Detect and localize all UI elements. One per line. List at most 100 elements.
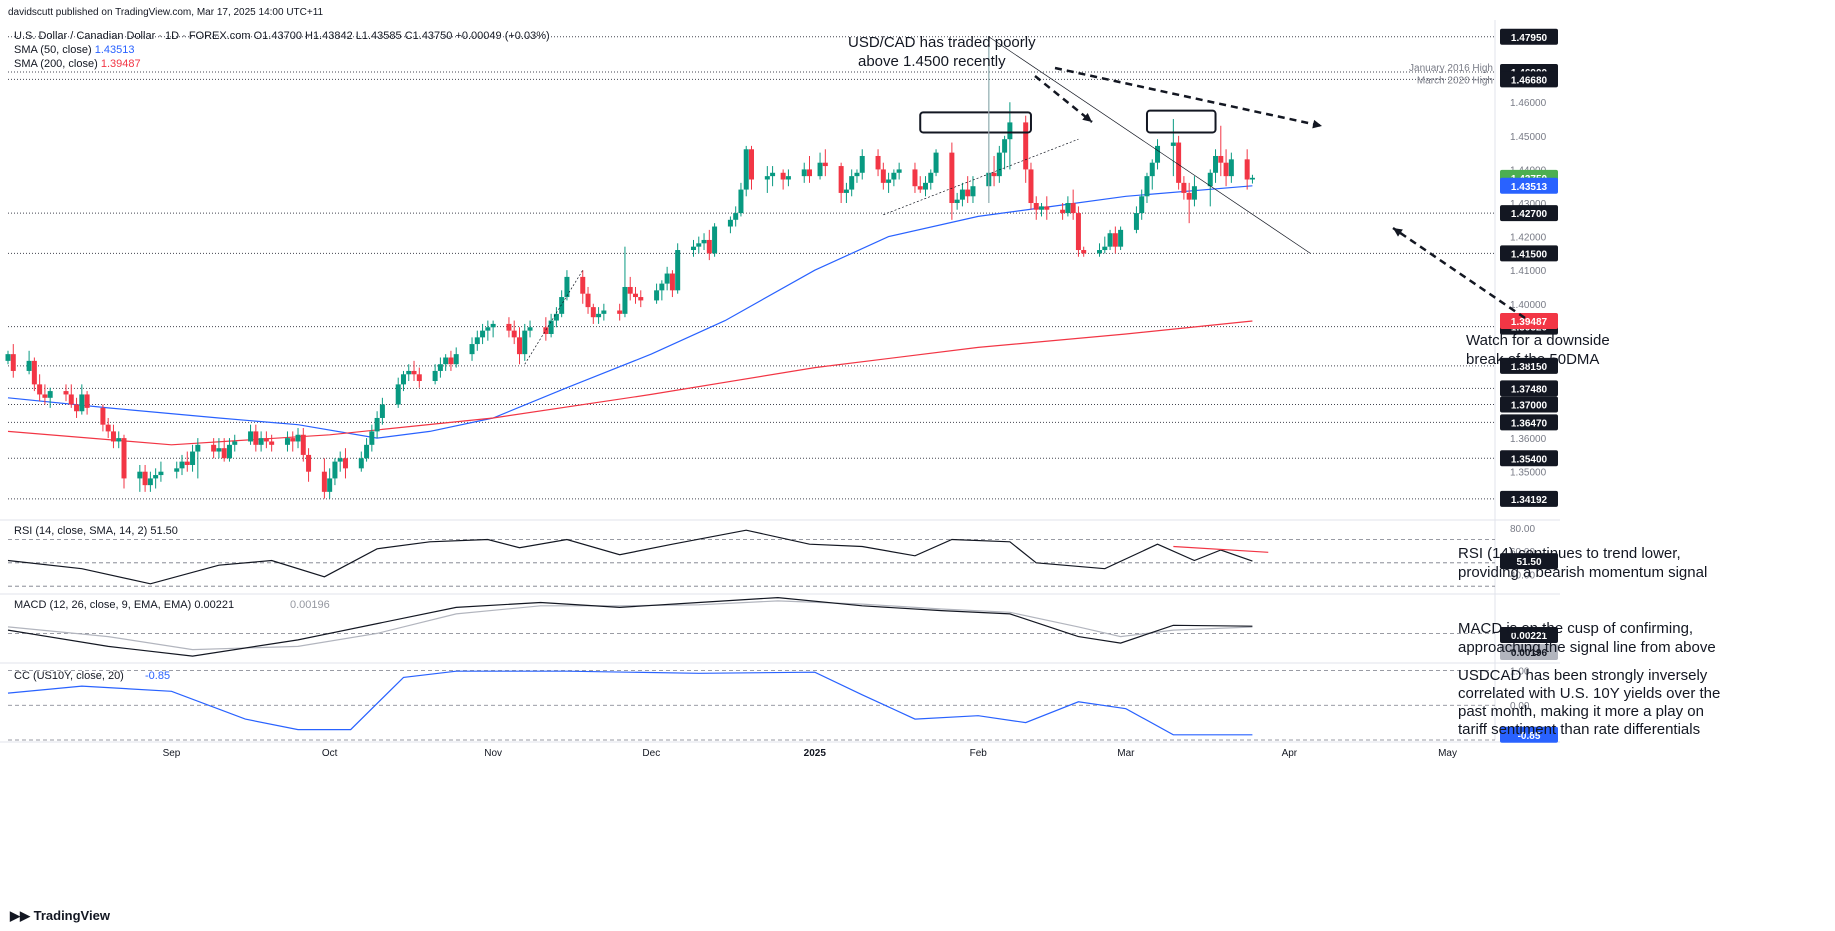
candle-body — [1075, 213, 1081, 251]
candle-body — [321, 471, 327, 492]
tradingview-logo: ▶▶ TradingView — [10, 908, 110, 924]
candle-body — [690, 246, 696, 251]
candle-body — [822, 162, 828, 167]
candle-body — [849, 176, 855, 190]
candle-body — [258, 438, 264, 445]
level-badge — [1500, 380, 1558, 397]
candle-body — [928, 172, 934, 183]
level-badge-label: 1.46680 — [1511, 75, 1548, 86]
candle-body — [1149, 162, 1155, 177]
level-badge — [1500, 28, 1558, 45]
candle-body — [564, 276, 570, 298]
candle-body — [226, 444, 232, 459]
uptrend-line-nov — [524, 269, 584, 365]
cc-legend-value: -0.85 — [145, 670, 170, 682]
downtrend-line — [988, 36, 1311, 254]
candle-body — [553, 313, 559, 321]
tradingview-brand: TradingView — [33, 908, 110, 923]
level-name-label: January 2016 High — [1409, 63, 1493, 74]
candle-body — [617, 310, 623, 314]
level-badge — [1500, 414, 1558, 431]
candle-body — [727, 219, 733, 227]
annotation-arrow-feb-head — [1082, 112, 1092, 122]
candle-body — [923, 182, 929, 190]
x-axis-tick-label: Apr — [1282, 748, 1298, 759]
candle-body — [253, 431, 259, 445]
candle-body — [1070, 203, 1076, 214]
annotation-arrow-mar — [1054, 66, 1323, 128]
candle-body — [443, 357, 449, 365]
macd-signal-badge-label: 0.00196 — [1511, 648, 1548, 659]
price-tick-label: 1.35000 — [1510, 468, 1547, 479]
rsi-annotation: RSI (14) continues to trend lower, — [1458, 545, 1681, 562]
candle-body — [627, 286, 633, 294]
candle-body — [358, 458, 364, 469]
candle-body — [79, 394, 85, 412]
candle-body — [406, 370, 412, 375]
candle-body — [596, 313, 602, 318]
candle-body — [749, 149, 754, 180]
candle-body — [63, 391, 69, 395]
candle-body — [342, 458, 348, 469]
candle-body — [807, 169, 813, 177]
candle-body — [1139, 196, 1145, 214]
candle-body — [480, 330, 486, 338]
candle-body — [875, 155, 881, 170]
level-badge — [1500, 450, 1558, 467]
candle-body — [664, 273, 670, 284]
candle-body — [216, 448, 222, 452]
candle-body — [780, 172, 786, 180]
price-badge-label: 1.39487 — [1511, 317, 1548, 328]
macd-value-badge — [1500, 627, 1558, 643]
annotation-arrow-50dma — [1392, 226, 1526, 320]
rsi-tick-label: 80.00 — [1510, 524, 1535, 535]
candle-body — [1181, 182, 1187, 193]
candle-body — [37, 384, 43, 395]
level-badge-label: 1.36470 — [1511, 418, 1548, 429]
rsi-tick-label: 60.00 — [1510, 547, 1535, 558]
rsi-value-badge — [1500, 553, 1558, 570]
annotation-arrow-mar-head — [1312, 119, 1322, 129]
candle-body — [474, 337, 480, 345]
candle-body — [548, 320, 554, 334]
candle-body — [337, 458, 343, 462]
candle-body — [469, 344, 475, 355]
candle-body — [306, 454, 312, 472]
candle-body — [1039, 206, 1045, 210]
candle-body — [1033, 203, 1039, 210]
candle-body — [10, 354, 16, 371]
candle-body — [263, 438, 269, 442]
candle-body — [74, 404, 80, 412]
candle-body — [1249, 177, 1255, 180]
level-badge — [1500, 71, 1558, 88]
rsi-line — [7, 529, 1253, 585]
price-badge-label: 1.43513 — [1511, 182, 1548, 193]
sma50-legend: SMA (50, close) 1.43513 — [14, 44, 134, 56]
cc-annotation-line: USDCAD has been strongly inversely — [1458, 667, 1708, 684]
candle-body — [1223, 162, 1229, 177]
candle-body — [400, 374, 406, 385]
sma200-label: SMA (200, close) — [14, 58, 98, 70]
candle-body — [300, 434, 306, 455]
candle-body — [764, 176, 770, 180]
candle-body — [770, 172, 776, 177]
candle-body — [411, 370, 417, 375]
candle-body — [543, 327, 549, 334]
cc-legend: CC (US10Y, close, 20) — [14, 670, 124, 682]
resistance-box-mar — [1145, 109, 1217, 134]
candle-body — [485, 327, 491, 331]
candle-body — [364, 444, 370, 459]
candle-body — [184, 461, 190, 465]
x-axis-tick-label: May — [1438, 748, 1457, 759]
candle-body — [31, 360, 37, 385]
candle-body — [1081, 250, 1087, 254]
candle-body — [601, 310, 607, 314]
level-badge — [1500, 245, 1558, 262]
candle-body — [1144, 176, 1150, 197]
price-tick-label: 1.36000 — [1510, 434, 1547, 445]
candle-body — [284, 438, 290, 445]
candle-body — [738, 189, 744, 214]
cc-tick-label: 1.00 — [1510, 666, 1530, 677]
candle-body — [105, 424, 111, 432]
